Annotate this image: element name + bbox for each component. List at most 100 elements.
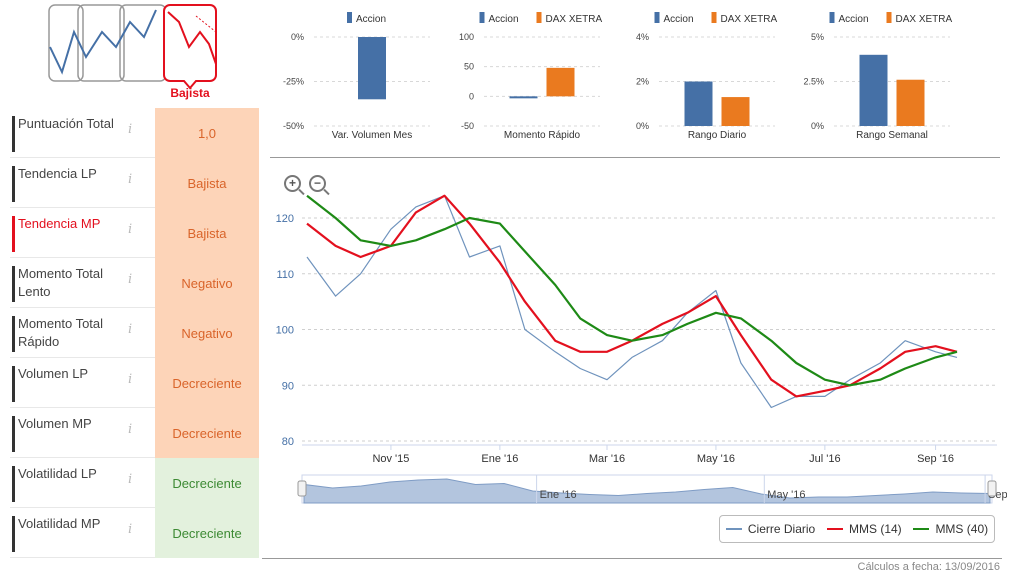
y-tick-label: 5% bbox=[811, 32, 824, 42]
bar bbox=[509, 96, 538, 99]
cierre-diario-line bbox=[306, 195, 958, 409]
y-tick-label: -50% bbox=[283, 121, 304, 131]
metric-value: 1,0 bbox=[155, 108, 259, 158]
bar-chart-svg: Accion DAX XETRA 100 50 0 -50 Momento Rápido bbox=[459, 12, 603, 141]
legend-label: Accion bbox=[356, 14, 386, 25]
bar-chart-rango-semanal: Accion DAX XETRA 5% 2.5% 0% Rango Semanal bbox=[790, 4, 960, 154]
bar bbox=[358, 37, 386, 100]
metric-marker bbox=[12, 366, 15, 402]
bar-chart-svg: Accion 0% -25% -50% Var. Volumen Mes bbox=[283, 12, 430, 141]
row-separator bbox=[10, 457, 155, 458]
metric-value: Negativo bbox=[155, 308, 259, 358]
metric-row: Volatilidad MP i Decreciente bbox=[10, 508, 260, 558]
info-icon[interactable]: i bbox=[128, 422, 133, 437]
thumb-bajista-arrow bbox=[195, 15, 217, 33]
divider bbox=[270, 157, 1000, 158]
y-tick-label: -25% bbox=[283, 77, 304, 87]
legend-swatch bbox=[479, 12, 485, 23]
row-separator bbox=[10, 207, 155, 208]
trend-thumbnail bbox=[48, 4, 217, 90]
metric-marker bbox=[12, 216, 15, 252]
info-icon[interactable]: i bbox=[128, 122, 133, 137]
bar bbox=[546, 67, 575, 97]
y-tick-label: 100 bbox=[459, 32, 474, 42]
legend-item-cierre[interactable]: Cierre Diario bbox=[725, 522, 816, 536]
row-separator bbox=[10, 557, 155, 558]
info-icon[interactable]: i bbox=[128, 272, 133, 287]
bar-chart-momento-rapido: Accion DAX XETRA 100 50 0 -50 Momento Rápido bbox=[440, 4, 610, 154]
metric-label: Volatilidad LP bbox=[18, 466, 97, 481]
bar-chart-svg: Accion DAX XETRA 4% 2% 0% Rango Diario bbox=[636, 12, 778, 141]
legend-swatch bbox=[829, 12, 835, 23]
legend-label: DAX XETRA bbox=[896, 14, 953, 25]
legend-swatch-mms40 bbox=[913, 528, 930, 530]
metric-label: Volumen LP bbox=[18, 366, 89, 381]
metric-value: Bajista bbox=[155, 208, 259, 258]
legend-swatch bbox=[711, 12, 717, 23]
metric-marker bbox=[12, 516, 15, 552]
row-separator bbox=[10, 357, 155, 358]
info-icon[interactable]: i bbox=[128, 222, 133, 237]
bar-chart-var-volumen: Accion 0% -25% -50% Var. Volumen Mes bbox=[270, 4, 440, 154]
metric-row: Tendencia LP i Bajista bbox=[10, 158, 260, 208]
y-tick-label: 80 bbox=[282, 436, 294, 448]
info-icon[interactable]: i bbox=[128, 322, 133, 337]
legend-item-mms40[interactable]: MMS (40) bbox=[913, 522, 988, 536]
bar-chart-title: Rango Diario bbox=[688, 130, 747, 141]
calculation-date: Cálculos a fecha: 13/09/2016 bbox=[857, 561, 1001, 573]
legend-item-mms14[interactable]: MMS (14) bbox=[827, 522, 902, 536]
bar bbox=[721, 97, 750, 126]
metric-row: Puntuación Total i 1,0 bbox=[10, 108, 260, 158]
legend-label-mms14: MMS (14) bbox=[849, 522, 902, 536]
navigator-label: May '16 bbox=[767, 489, 805, 501]
row-separator bbox=[10, 507, 155, 508]
metric-row: Momento Total Lento i Negativo bbox=[10, 258, 260, 308]
thumb-frame-3 bbox=[119, 4, 167, 82]
row-separator bbox=[10, 407, 155, 408]
x-tick-label: Jul '16 bbox=[809, 453, 840, 465]
metric-label: Volumen MP bbox=[18, 416, 92, 431]
bar bbox=[859, 54, 888, 126]
y-tick-label: 2% bbox=[636, 77, 649, 87]
x-tick-label: Ene '16 bbox=[481, 453, 518, 465]
metric-label: Volatilidad MP bbox=[18, 516, 101, 531]
thumb-bajista-line bbox=[167, 11, 217, 65]
y-tick-label: 0% bbox=[636, 121, 649, 131]
legend-swatch-cierre bbox=[725, 528, 742, 530]
chart-legend: Cierre Diario MMS (14) MMS (40) bbox=[719, 515, 995, 543]
metric-marker bbox=[12, 266, 15, 302]
x-tick-label: Sep '16 bbox=[917, 453, 954, 465]
legend-label: Accion bbox=[664, 14, 694, 25]
metric-marker bbox=[12, 116, 15, 152]
metric-label: Momento Total Lento bbox=[18, 266, 104, 299]
row-separator bbox=[10, 307, 155, 308]
metric-value: Negativo bbox=[155, 258, 259, 308]
info-icon[interactable]: i bbox=[128, 372, 133, 387]
y-tick-label: 0 bbox=[469, 91, 474, 101]
info-icon[interactable]: i bbox=[128, 472, 133, 487]
bar-chart-title: Var. Volumen Mes bbox=[332, 130, 412, 141]
y-tick-label: -50 bbox=[461, 121, 474, 131]
metric-value: Decreciente bbox=[155, 408, 259, 458]
mms40-line bbox=[306, 194, 958, 387]
metric-row: Momento Total Rápido i Negativo bbox=[10, 308, 260, 358]
legend-swatch bbox=[536, 12, 542, 23]
navigator-handle-right[interactable] bbox=[987, 480, 997, 497]
navigator-handle-left[interactable] bbox=[297, 480, 307, 497]
legend-label: Accion bbox=[489, 14, 519, 25]
legend-swatch bbox=[347, 12, 352, 23]
thumb-frame-2 bbox=[77, 4, 125, 82]
info-icon[interactable]: i bbox=[128, 172, 133, 187]
thumb-price-line bbox=[49, 9, 157, 75]
legend-label-cierre: Cierre Diario bbox=[747, 522, 816, 536]
zoom-in-icon[interactable]: + bbox=[284, 175, 301, 192]
metric-row: Volumen MP i Decreciente bbox=[10, 408, 260, 458]
y-tick-label: 50 bbox=[464, 62, 474, 72]
trend-label: Bajista bbox=[170, 86, 210, 100]
zoom-out-icon[interactable]: − bbox=[309, 175, 326, 192]
metric-label: Tendencia MP bbox=[18, 216, 101, 231]
legend-swatch bbox=[654, 12, 660, 23]
info-icon[interactable]: i bbox=[128, 522, 133, 537]
bar-chart-title: Momento Rápido bbox=[504, 130, 581, 141]
legend-label: DAX XETRA bbox=[546, 14, 603, 25]
